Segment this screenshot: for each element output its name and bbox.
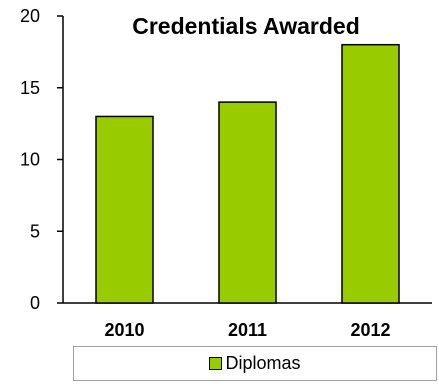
y-tick-label: 10: [20, 150, 40, 170]
y-tick-label: 5: [30, 221, 40, 241]
bars: [95, 43, 400, 304]
y-tick-label: 20: [20, 6, 40, 26]
legend-label-diplomas: Diplomas: [225, 353, 301, 373]
x-tick-label: 2012: [350, 320, 390, 340]
x-tick-label: 2011: [228, 320, 267, 340]
x-tick-labels: 2010 2011 2012: [104, 320, 390, 340]
chart-title: Credentials Awarded: [132, 13, 360, 39]
bar-2010: [95, 115, 154, 304]
legend: Diplomas: [73, 346, 437, 381]
chart-canvas: 0 5 10 15 20 2010 2011 2012 Credentials Awarde…: [20, 6, 432, 340]
bar-2012: [341, 43, 400, 304]
x-tick-label: 2010: [104, 320, 144, 340]
y-tick-label: 0: [30, 293, 40, 313]
legend-swatch-diplomas: [209, 357, 223, 370]
bar-2011: [218, 101, 277, 304]
y-tick-label: 15: [20, 78, 40, 98]
y-ticks: 0 5 10 15 20: [20, 6, 63, 313]
